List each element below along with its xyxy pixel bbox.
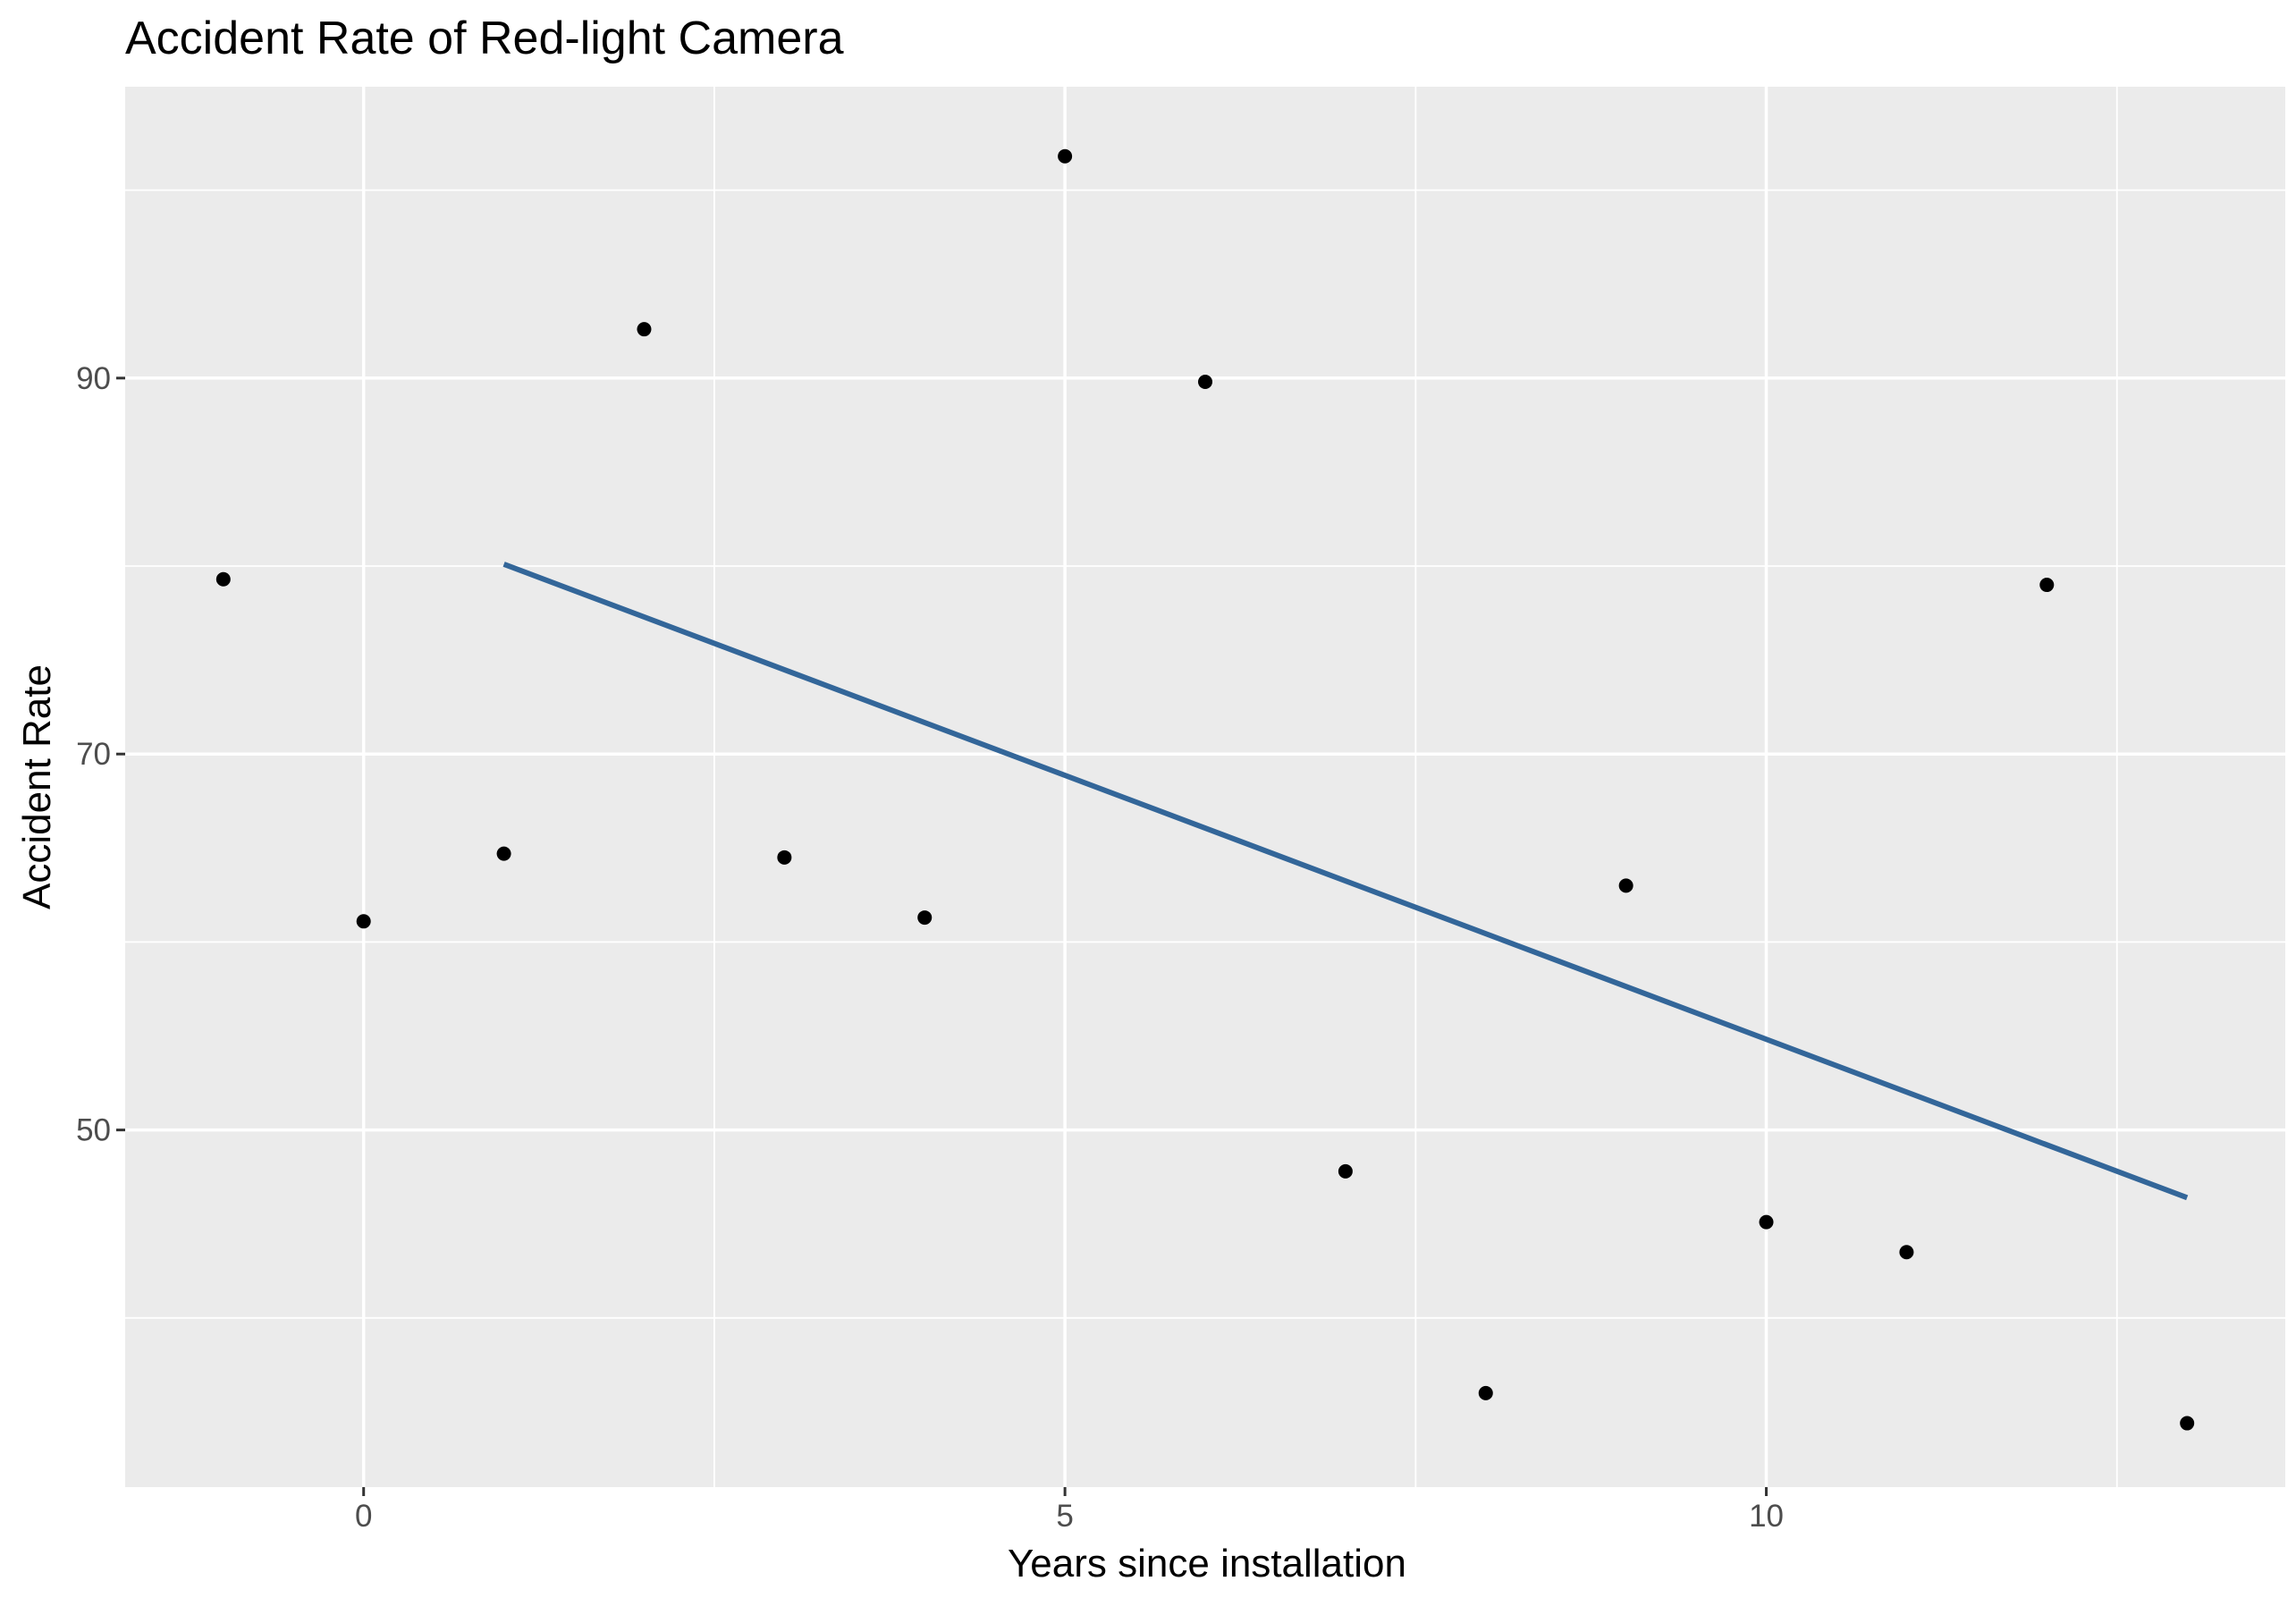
data-point xyxy=(215,571,231,587)
y-axis-title: Accident Rate xyxy=(15,664,59,909)
data-point xyxy=(1198,375,1212,390)
trend-line-layer xyxy=(502,562,2189,1201)
minor-gridlines xyxy=(125,87,2285,1487)
x-tick-label: 5 xyxy=(1056,1499,1073,1534)
data-point xyxy=(1759,1214,1774,1230)
x-tick-label: 0 xyxy=(355,1499,372,1534)
x-axis-title: Years since installation xyxy=(1008,1542,1406,1585)
data-point xyxy=(1338,1163,1353,1179)
data-point xyxy=(2039,578,2055,593)
y-tick-label: 70 xyxy=(76,737,111,772)
data-point xyxy=(496,846,511,861)
data-point xyxy=(1899,1245,1914,1260)
chart-title: Accident Rate of Red-light Camera xyxy=(125,13,844,64)
y-tick-label: 50 xyxy=(76,1113,111,1148)
trend-line xyxy=(502,562,2189,1201)
y-axis: 50 70 90 xyxy=(76,361,125,1148)
data-point xyxy=(1058,148,1073,164)
data-points xyxy=(215,148,2195,1431)
data-point xyxy=(356,914,371,929)
data-point xyxy=(917,910,933,926)
x-tick-label: 10 xyxy=(1749,1499,1784,1534)
data-point xyxy=(2180,1416,2195,1431)
y-tick-label: 90 xyxy=(76,361,111,396)
data-point xyxy=(777,850,792,865)
data-point xyxy=(637,322,652,337)
plot-panel xyxy=(125,87,2285,1487)
x-axis: 0 5 10 xyxy=(355,1487,1784,1534)
data-point xyxy=(1618,878,1633,893)
data-point xyxy=(1478,1385,1493,1400)
